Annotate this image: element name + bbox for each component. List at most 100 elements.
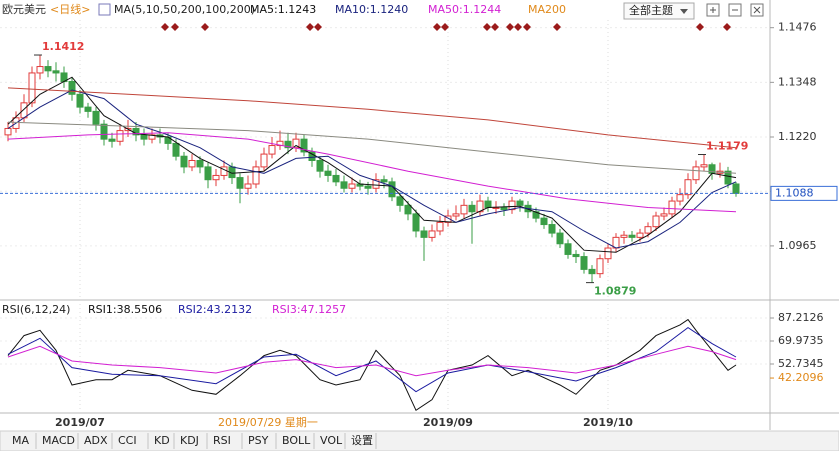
candle-body bbox=[652, 215, 660, 228]
candle-body bbox=[52, 70, 60, 74]
theme-dropdown[interactable] bbox=[623, 2, 695, 20]
candle-body bbox=[396, 196, 404, 206]
candle-body bbox=[4, 127, 12, 136]
candle-body bbox=[100, 123, 108, 140]
extreme-label: 1.1179 bbox=[706, 140, 748, 153]
candle-body bbox=[268, 145, 276, 155]
tab[interactable]: MA bbox=[12, 434, 29, 447]
tab[interactable]: ADX bbox=[84, 434, 108, 447]
signal-diamond bbox=[514, 23, 522, 31]
tab[interactable]: PSY bbox=[248, 434, 269, 447]
candle-body bbox=[36, 66, 44, 74]
tab[interactable]: 设置 bbox=[351, 434, 373, 447]
candle-body bbox=[548, 224, 556, 234]
signal-diamond bbox=[433, 23, 441, 31]
candle-body bbox=[676, 194, 684, 202]
y-tick-label: 69.9735 bbox=[778, 334, 824, 347]
last-price-tag bbox=[770, 185, 838, 201]
tab[interactable]: RSI bbox=[213, 434, 231, 447]
signal-diamond bbox=[491, 23, 499, 31]
tab[interactable]: VOL bbox=[320, 434, 343, 447]
candle-body bbox=[668, 200, 676, 215]
y-tick-label: 52.7345 bbox=[778, 357, 824, 370]
extreme-label: 1.1412 bbox=[42, 40, 84, 53]
ma-readout: MA200 bbox=[528, 3, 566, 16]
signal-diamond bbox=[314, 23, 322, 31]
candle-body bbox=[332, 174, 340, 183]
dropdown-arrow bbox=[680, 9, 688, 14]
candle-body bbox=[732, 183, 740, 194]
y-tick-label: 1.0965 bbox=[778, 239, 817, 252]
rsi-readout: RSI2:43.2132 bbox=[178, 303, 252, 316]
signal-diamond bbox=[483, 23, 491, 31]
signal-diamond bbox=[201, 23, 209, 31]
tab[interactable]: BOLL bbox=[282, 434, 311, 447]
candle-body bbox=[364, 185, 372, 189]
tab[interactable]: KDJ bbox=[180, 434, 199, 447]
signal-diamond bbox=[723, 23, 731, 31]
candle-body bbox=[692, 166, 700, 181]
candle-body bbox=[300, 138, 308, 153]
candle-body bbox=[252, 166, 260, 185]
candle-body bbox=[28, 72, 36, 104]
candle-body bbox=[588, 268, 596, 275]
tab[interactable]: KD bbox=[154, 434, 170, 447]
candle-body bbox=[452, 213, 460, 217]
candle-body bbox=[380, 179, 388, 183]
theme-dropdown-label[interactable]: 全部主题 bbox=[629, 3, 673, 17]
tool-icon-glyph bbox=[710, 7, 716, 13]
ma-line bbox=[7, 121, 737, 174]
signal-diamond bbox=[306, 23, 314, 31]
candle-body bbox=[284, 140, 292, 149]
tab[interactable]: MACD bbox=[42, 434, 75, 447]
candle-body bbox=[596, 258, 604, 275]
candle-body bbox=[420, 230, 428, 238]
candle-body bbox=[116, 130, 124, 142]
y-tick-label: 1.1476 bbox=[778, 21, 817, 34]
tab[interactable]: CCI bbox=[118, 434, 137, 447]
period[interactable]: <日线> bbox=[50, 2, 90, 16]
candle-body bbox=[204, 166, 212, 181]
candle-body bbox=[180, 155, 188, 168]
candle-body bbox=[724, 170, 732, 185]
indicator-icon[interactable] bbox=[98, 3, 111, 16]
tab-bar bbox=[0, 430, 839, 451]
candle-body bbox=[20, 102, 28, 119]
rsi-line bbox=[7, 326, 737, 393]
x-tick-label: 2019/09 bbox=[423, 416, 473, 429]
candle-body bbox=[484, 200, 492, 208]
ma-line bbox=[7, 132, 737, 213]
candle-body bbox=[644, 226, 652, 234]
candle-body bbox=[636, 232, 644, 238]
candle-body bbox=[620, 234, 628, 238]
candle-body bbox=[516, 200, 524, 206]
candle-body bbox=[428, 230, 436, 238]
candle-body bbox=[684, 179, 692, 196]
rsi-readout: RSI3:47.1257 bbox=[272, 303, 346, 316]
signal-diamond bbox=[523, 23, 531, 31]
y-tick-label: 1.1220 bbox=[778, 130, 817, 143]
ma-line bbox=[7, 87, 737, 149]
candle-body bbox=[44, 66, 52, 72]
candle-body bbox=[404, 204, 412, 215]
signal-diamond bbox=[696, 23, 704, 31]
candle-body bbox=[348, 183, 356, 189]
rsi-title: RSI(6,12,24) bbox=[2, 303, 70, 316]
ma-readout: MA5:1.1243 bbox=[250, 3, 316, 16]
candle-body bbox=[108, 138, 116, 142]
rsi-readout: RSI1:38.5506 bbox=[88, 303, 162, 316]
tool-icon-glyph bbox=[753, 6, 761, 14]
candle-body bbox=[564, 243, 572, 255]
ma-readout: MA10:1.1240 bbox=[335, 3, 408, 16]
candle-body bbox=[572, 253, 580, 258]
candle-body bbox=[212, 174, 220, 181]
candle-body bbox=[316, 159, 324, 172]
ma-line bbox=[7, 76, 737, 253]
candle-body bbox=[324, 170, 332, 176]
rsi-line bbox=[7, 318, 737, 412]
extreme-label: 1.0879 bbox=[594, 285, 636, 298]
ma-readout: MA50:1.1244 bbox=[428, 3, 501, 16]
candle-body bbox=[340, 181, 348, 189]
rsi-line bbox=[7, 345, 737, 377]
